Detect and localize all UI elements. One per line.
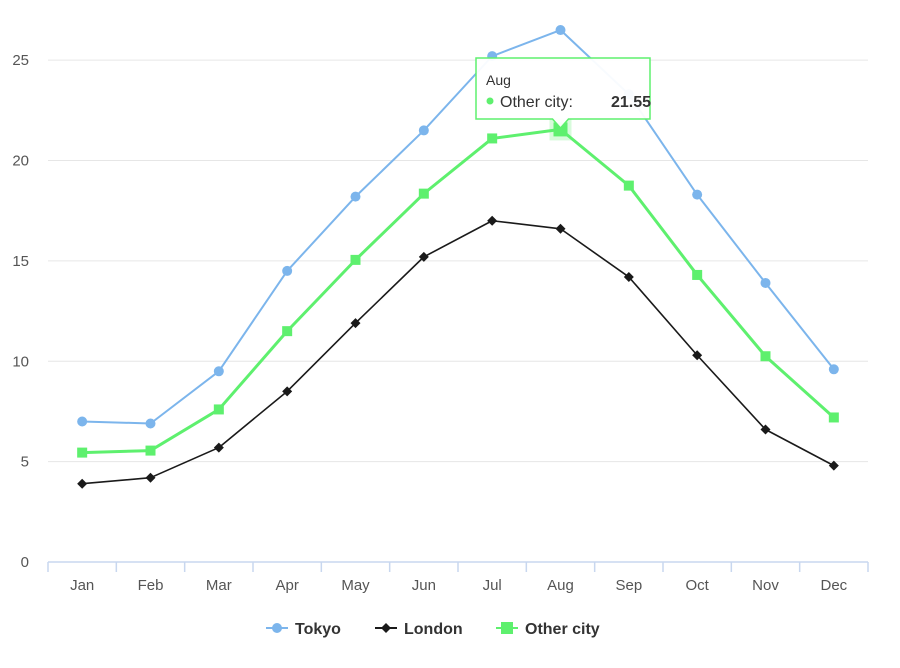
- data-point[interactable]: [828, 364, 839, 375]
- legend-label: Other city: [525, 621, 600, 638]
- data-point[interactable]: [350, 191, 361, 202]
- data-point[interactable]: [760, 424, 771, 435]
- grid-lines: [48, 59, 868, 463]
- data-point[interactable]: [77, 447, 88, 458]
- data-point[interactable]: [555, 25, 566, 36]
- legend-marker: [501, 622, 513, 634]
- legend-marker: [381, 623, 391, 633]
- data-point[interactable]: [555, 223, 566, 234]
- tooltip-box: [475, 57, 651, 130]
- data-point[interactable]: [418, 188, 429, 199]
- data-point[interactable]: [418, 125, 429, 136]
- tooltip-series-name: Other city:: [500, 94, 573, 111]
- x-tick-label: Mar: [206, 577, 232, 594]
- y-axis: 0 5 10 15 20 25: [12, 52, 29, 571]
- series-other-city: [77, 124, 839, 458]
- y-tick-label: 25: [12, 52, 29, 69]
- y-tick-label: 0: [21, 554, 29, 571]
- data-point[interactable]: [828, 412, 839, 423]
- data-point[interactable]: [282, 265, 293, 276]
- series-tokyo: [77, 25, 839, 429]
- data-point[interactable]: [487, 133, 498, 144]
- x-tick-label: Sep: [615, 577, 642, 594]
- x-tick-label: Nov: [752, 577, 779, 594]
- legend-item-london[interactable]: London: [375, 621, 463, 638]
- x-tick-label: Oct: [685, 577, 709, 594]
- legend-label: Tokyo: [295, 621, 341, 638]
- y-tick-label: 15: [12, 253, 29, 270]
- legend-item-tokyo[interactable]: Tokyo: [266, 621, 341, 638]
- data-point[interactable]: [213, 404, 224, 415]
- data-point[interactable]: [760, 277, 771, 288]
- y-tick-label: 5: [21, 454, 29, 471]
- tooltip-series-dot: [486, 97, 494, 105]
- hovered-data-point[interactable]: [553, 122, 568, 137]
- data-point[interactable]: [145, 445, 156, 456]
- data-point[interactable]: [692, 350, 703, 361]
- x-tick-label: Jun: [412, 577, 436, 594]
- series-line: [82, 29, 835, 425]
- legend-label: London: [404, 621, 463, 638]
- y-tick-label: 20: [12, 153, 29, 170]
- data-point[interactable]: [828, 460, 839, 471]
- data-point[interactable]: [77, 478, 88, 489]
- tooltip-category: Aug: [486, 72, 511, 88]
- tooltip-value: 21.55: [611, 94, 651, 111]
- data-point[interactable]: [692, 189, 703, 200]
- data-point[interactable]: [282, 386, 293, 397]
- x-tick-label: Dec: [820, 577, 847, 594]
- data-point[interactable]: [145, 472, 156, 483]
- data-point[interactable]: [282, 326, 293, 337]
- data-point[interactable]: [145, 418, 156, 429]
- data-point[interactable]: [487, 215, 498, 226]
- tooltip: Aug Other city: 21.55: [475, 57, 651, 141]
- x-tick-label: Aug: [547, 577, 574, 594]
- data-point[interactable]: [623, 180, 634, 191]
- x-axis: Jan Feb Mar Apr May Jun Jul Aug Sep Oct Nov Dec: [47, 561, 869, 594]
- legend[interactable]: Tokyo London Other city: [266, 621, 600, 638]
- legend-item-other-city[interactable]: Other city: [496, 621, 600, 638]
- data-point[interactable]: [350, 254, 361, 265]
- data-point[interactable]: [77, 416, 88, 427]
- x-tick-label: Jan: [70, 577, 94, 594]
- series-group: [77, 25, 839, 489]
- data-point[interactable]: [623, 271, 634, 282]
- series-london: [77, 215, 839, 489]
- x-tick-label: May: [341, 577, 370, 594]
- x-tick-label: Jul: [483, 577, 502, 594]
- data-point[interactable]: [350, 318, 361, 329]
- legend-marker: [272, 623, 282, 633]
- data-point[interactable]: [692, 269, 703, 280]
- series-line: [82, 219, 835, 485]
- data-point[interactable]: [213, 442, 224, 453]
- y-tick-label: 10: [12, 353, 29, 370]
- x-tick-label: Feb: [138, 577, 164, 594]
- x-tick-label: Apr: [275, 577, 298, 594]
- data-point[interactable]: [418, 251, 429, 262]
- data-point[interactable]: [760, 351, 771, 362]
- data-point[interactable]: [213, 366, 224, 377]
- series-line: [82, 127, 835, 455]
